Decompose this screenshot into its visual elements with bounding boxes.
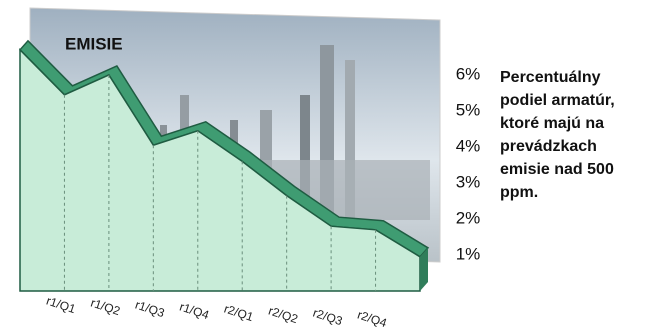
x-tick-label: r1/Q3 [133,298,166,321]
x-tick-label: r1/Q2 [89,296,122,319]
y-tick-label: 3% [456,172,481,191]
y-tick-label: 6% [456,64,481,83]
y-tick-label: 4% [456,136,481,155]
annotation: Percentuálny podiel armatúr, ktoré majú … [500,69,615,201]
x-tick-label: r2/Q4 [356,308,389,331]
x-tick-label: r1/Q1 [45,294,78,317]
x-tick-label: r2/Q3 [311,306,344,329]
y-tick-label: 2% [456,208,481,227]
chart-title: EMISIE [65,34,123,53]
x-tick-label: r2/Q2 [267,304,300,327]
x-tick-label: r1/Q4 [178,300,211,323]
area-side [420,247,428,291]
y-tick-label: 1% [456,244,481,263]
y-tick-label: 5% [456,100,481,119]
x-tick-label: r2/Q1 [222,302,255,325]
